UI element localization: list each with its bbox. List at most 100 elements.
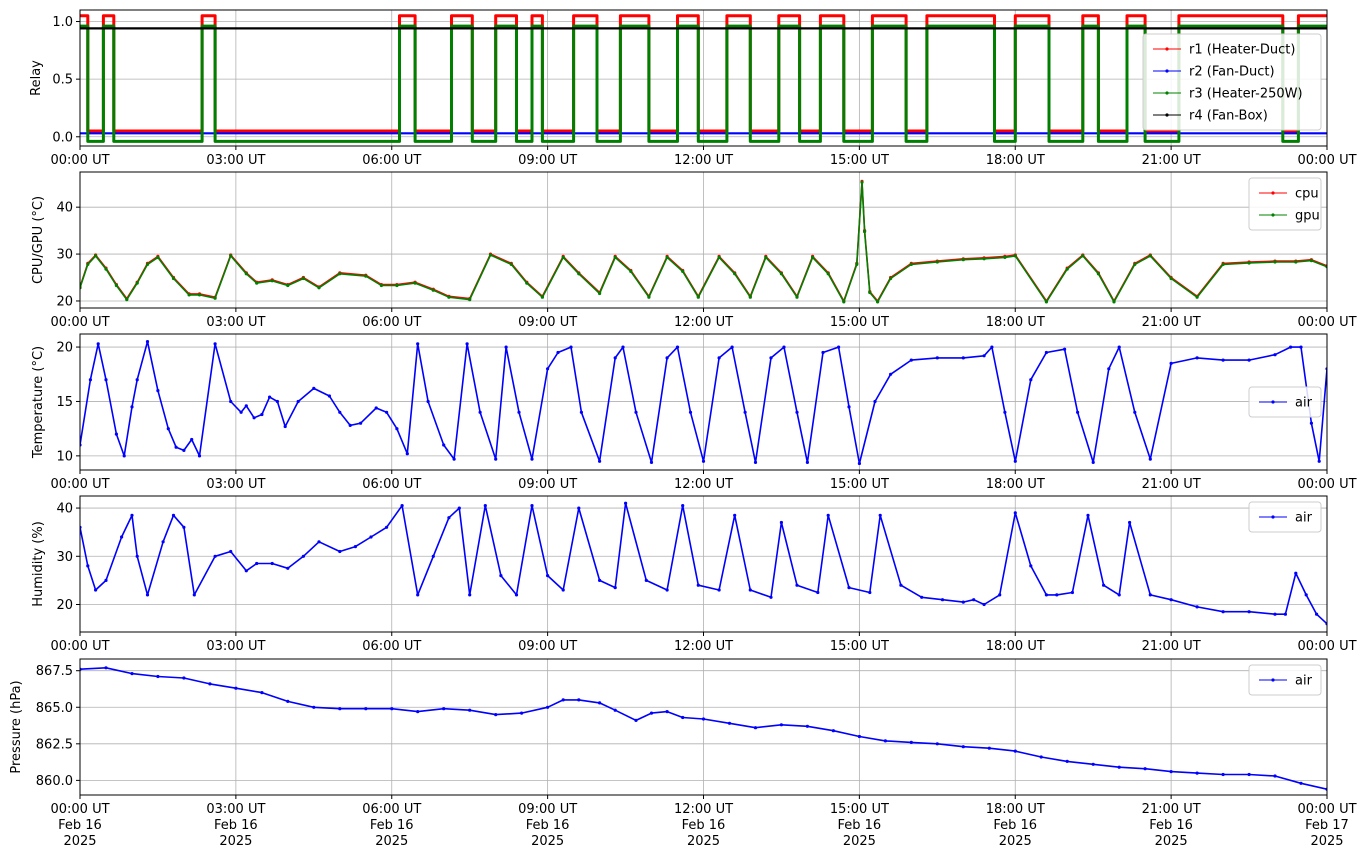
- x-tick-label: 2025: [843, 834, 876, 849]
- x-tick-label: Feb 16: [838, 818, 882, 833]
- y-tick-label: 15: [56, 395, 73, 410]
- x-tick-label: 21:00 UT: [1142, 153, 1201, 168]
- data-point: [1273, 353, 1277, 357]
- data-point: [821, 350, 825, 355]
- data-point: [1221, 610, 1225, 614]
- y-axis-label: Temperature (°C): [31, 346, 46, 459]
- data-point: [301, 554, 305, 558]
- legend-swatch-marker: [1271, 678, 1275, 682]
- data-point: [1102, 583, 1106, 587]
- data-point: [488, 253, 493, 257]
- y-tick-label: 10: [56, 449, 73, 464]
- data-point: [135, 554, 139, 558]
- data-point: [130, 513, 134, 517]
- data-point: [94, 254, 98, 258]
- data-point: [104, 267, 108, 271]
- data-point: [1273, 612, 1277, 616]
- x-tick-label: 09:00 UT: [518, 802, 577, 817]
- data-point: [379, 283, 383, 288]
- series-line-1: [80, 14, 1327, 133]
- data-point: [701, 459, 706, 463]
- x-tick-label: Feb 16: [370, 818, 414, 833]
- data-point: [561, 255, 565, 259]
- x-tick-label: 03:00 UT: [206, 802, 265, 817]
- y-tick-label: 867.5: [36, 664, 73, 679]
- data-point: [733, 513, 737, 517]
- data-point: [556, 350, 560, 355]
- x-tick-label: 21:00 UT: [1142, 639, 1201, 654]
- data-point: [286, 699, 290, 704]
- data-point: [1195, 356, 1199, 360]
- x-tick-label: 2025: [219, 834, 252, 849]
- data-point: [348, 423, 352, 427]
- x-tick-label: 03:00 UT: [206, 639, 265, 654]
- x-tick-label: 12:00 UT: [674, 802, 733, 817]
- data-point: [982, 602, 986, 607]
- data-point: [260, 691, 264, 695]
- data-point: [255, 561, 259, 566]
- panel-5: 860.0 862.5 865.0 867.5 Pressure (hPa) 00:00 …: [9, 658, 1357, 849]
- legend-label: cpu: [1295, 187, 1319, 202]
- data-point: [364, 707, 368, 711]
- series-group: [80, 501, 1327, 626]
- x-tick-label: Feb 16: [1149, 818, 1193, 833]
- data-point: [416, 593, 420, 597]
- x-tick-label: 09:00 UT: [518, 315, 577, 330]
- data-point: [1169, 770, 1173, 774]
- data-point: [213, 342, 217, 346]
- y-tick-label: 0.0: [52, 130, 73, 145]
- data-point: [717, 356, 721, 360]
- data-point: [135, 378, 139, 382]
- x-tick-label: 15:00 UT: [830, 477, 889, 492]
- data-point: [649, 711, 654, 715]
- data-point: [795, 583, 799, 587]
- data-point: [665, 255, 669, 259]
- data-point: [286, 566, 290, 570]
- panel-3: 10 15 20 Temperature (°C) 00:00 UT 03:00 UT 06…: [31, 333, 1357, 492]
- x-tick-label: 18:00 UT: [986, 477, 1045, 492]
- legend: air: [1248, 501, 1322, 533]
- x-tick-label: 06:00 UT: [362, 639, 421, 654]
- data-point: [675, 345, 680, 349]
- data-point: [431, 554, 435, 558]
- data-point: [629, 269, 633, 273]
- data-point: [317, 286, 321, 290]
- data-point: [229, 254, 233, 258]
- y-axis-label: Relay: [29, 60, 44, 96]
- y-tick-label: 40: [56, 201, 73, 216]
- data-point: [166, 427, 170, 431]
- data-point: [197, 293, 202, 297]
- series-group: [80, 14, 1327, 143]
- data-point: [769, 356, 773, 360]
- data-point: [1315, 612, 1319, 616]
- data-point: [338, 410, 342, 414]
- data-point: [909, 740, 913, 745]
- data-point: [525, 281, 529, 285]
- data-point: [805, 724, 810, 728]
- data-point: [1039, 755, 1043, 759]
- data-point: [400, 504, 404, 508]
- data-point: [478, 410, 482, 414]
- data-point: [395, 283, 399, 288]
- data-point: [561, 698, 565, 702]
- data-point: [920, 595, 924, 599]
- data-point: [1081, 254, 1085, 258]
- legend-label: air: [1295, 396, 1313, 411]
- data-point: [530, 457, 534, 461]
- data-point: [717, 588, 721, 592]
- y-tick-label: 20: [56, 341, 73, 356]
- data-point: [743, 410, 747, 414]
- legend-label: air: [1295, 511, 1313, 526]
- data-point: [244, 569, 248, 573]
- data-point: [239, 410, 243, 414]
- y-tick-label: 1.0: [52, 15, 73, 30]
- data-point: [1055, 593, 1059, 597]
- data-point: [876, 300, 880, 304]
- data-point: [1247, 610, 1251, 614]
- data-point: [837, 345, 841, 349]
- data-point: [727, 721, 732, 725]
- data-point: [889, 276, 893, 281]
- data-point: [327, 394, 331, 398]
- data-point: [577, 506, 581, 510]
- x-tick-label: 2025: [687, 834, 720, 849]
